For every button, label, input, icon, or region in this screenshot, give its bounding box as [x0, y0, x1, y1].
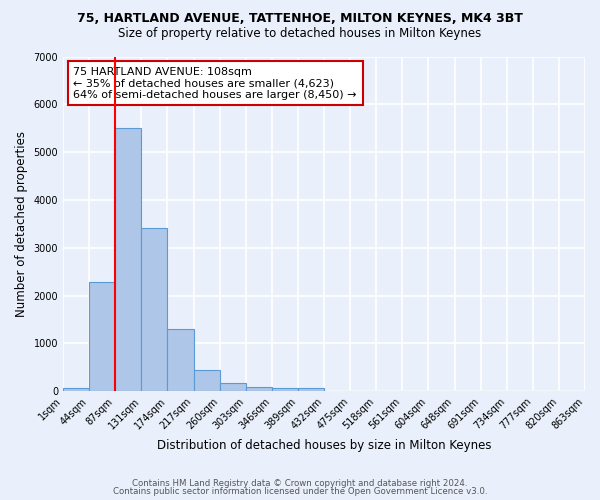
Bar — [115, 128, 142, 392]
Bar — [246, 387, 272, 392]
Bar — [220, 383, 246, 392]
X-axis label: Distribution of detached houses by size in Milton Keynes: Distribution of detached houses by size … — [157, 440, 491, 452]
Bar — [89, 282, 115, 392]
Bar — [142, 228, 167, 392]
Text: Size of property relative to detached houses in Milton Keynes: Size of property relative to detached ho… — [118, 28, 482, 40]
Text: 75, HARTLAND AVENUE, TATTENHOE, MILTON KEYNES, MK4 3BT: 75, HARTLAND AVENUE, TATTENHOE, MILTON K… — [77, 12, 523, 26]
Text: 75 HARTLAND AVENUE: 108sqm
← 35% of detached houses are smaller (4,623)
64% of s: 75 HARTLAND AVENUE: 108sqm ← 35% of deta… — [73, 66, 357, 100]
Bar — [298, 388, 324, 392]
Bar — [272, 388, 298, 392]
Text: Contains public sector information licensed under the Open Government Licence v3: Contains public sector information licen… — [113, 487, 487, 496]
Bar — [194, 370, 220, 392]
Bar — [63, 388, 89, 392]
Text: Contains HM Land Registry data © Crown copyright and database right 2024.: Contains HM Land Registry data © Crown c… — [132, 478, 468, 488]
Y-axis label: Number of detached properties: Number of detached properties — [15, 131, 28, 317]
Bar — [167, 328, 194, 392]
